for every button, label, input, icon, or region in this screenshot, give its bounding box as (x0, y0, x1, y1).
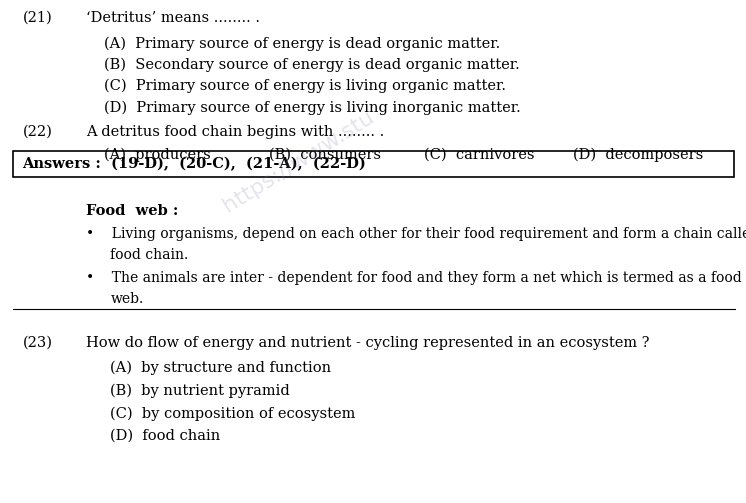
Text: (23): (23) (22, 336, 52, 350)
Text: (B)  by nutrient pyramid: (B) by nutrient pyramid (110, 383, 290, 398)
Text: https://www.stu: https://www.stu (219, 106, 377, 216)
Text: Answers :  (19-D),  (20-C),  (21-A),  (22-D): Answers : (19-D), (20-C), (21-A), (22-D) (22, 157, 366, 172)
Bar (13, 151, 734, 177)
Text: How do flow of energy and nutrient - cycling represented in an ecosystem ?: How do flow of energy and nutrient - cyc… (86, 336, 649, 350)
Text: (A)  Primary source of energy is dead organic matter.: (A) Primary source of energy is dead org… (104, 36, 501, 51)
Text: (D)  food chain: (D) food chain (110, 429, 221, 443)
Text: ‘Detritus’ means ........ .: ‘Detritus’ means ........ . (86, 11, 260, 25)
Text: (B)  Secondary source of energy is dead organic matter.: (B) Secondary source of energy is dead o… (104, 57, 520, 72)
Text: (B)  consumers: (B) consumers (269, 148, 380, 162)
Text: food chain.: food chain. (110, 248, 189, 263)
Text: (A)  producers: (A) producers (104, 148, 211, 162)
Text: A detritus food chain begins with ........ .: A detritus food chain begins with ......… (86, 125, 384, 139)
Text: •    The animals are inter - dependent for food and they form a net which is ter: • The animals are inter - dependent for … (86, 271, 742, 285)
Text: web.: web. (110, 292, 144, 306)
Text: (D)  Primary source of energy is living inorganic matter.: (D) Primary source of energy is living i… (104, 101, 521, 115)
Text: (C)  Primary source of energy is living organic matter.: (C) Primary source of energy is living o… (104, 79, 507, 94)
Text: (C)  carnivores: (C) carnivores (424, 148, 534, 162)
Text: (A)  by structure and function: (A) by structure and function (110, 361, 331, 375)
Text: (21): (21) (22, 11, 52, 25)
Text: (22): (22) (22, 125, 52, 139)
Text: •    Living organisms, depend on each other for their food requirement and form : • Living organisms, depend on each other… (86, 227, 746, 241)
Text: (C)  by composition of ecosystem: (C) by composition of ecosystem (110, 406, 356, 421)
Text: Food  web :: Food web : (86, 204, 178, 218)
Text: (D)  decomposers: (D) decomposers (573, 148, 703, 162)
